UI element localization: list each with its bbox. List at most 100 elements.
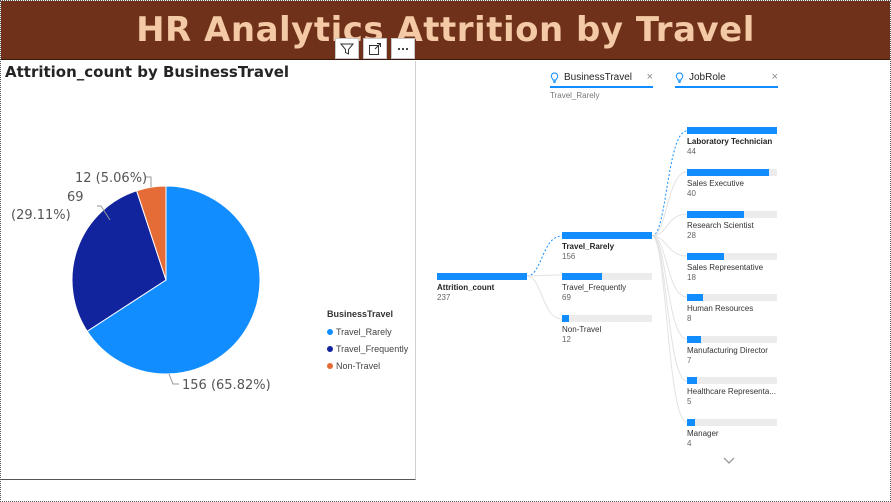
node-bar-track [687, 169, 777, 176]
legend-item-travel-frequently[interactable]: Travel_Frequently [327, 340, 408, 357]
leader-line-non-travel [145, 176, 152, 187]
pie-chart-title: Attrition_count by BusinessTravel [5, 63, 290, 81]
tree-node-non-travel[interactable]: Non-Travel 12 [562, 315, 652, 344]
node-bar-track [687, 294, 777, 301]
connector-sales-exec [651, 171, 688, 237]
node-bar-fill [562, 315, 569, 322]
node-bar-track [687, 419, 777, 426]
node-bar-fill [687, 336, 702, 343]
node-label: Travel_Rarely [562, 242, 615, 251]
legend-marker [327, 328, 333, 335]
tree-node-jobrole[interactable]: Sales Executive 40 [687, 169, 777, 198]
pie-slice-travel-frequently[interactable] [71, 190, 167, 332]
chevron-down-icon[interactable] [722, 456, 736, 465]
node-value: 156 [562, 252, 576, 261]
node-bar-track [687, 127, 777, 134]
node-bar-fill [687, 377, 698, 384]
data-label-non-travel: 12 (5.06%) [75, 171, 147, 186]
node-label: Travel_Frequently [562, 283, 627, 292]
tree-node-jobrole[interactable]: Manufacturing Director 7 [687, 336, 777, 365]
node-label: Sales Executive [687, 179, 744, 188]
legend-item-non-travel[interactable]: Non-Travel [327, 357, 408, 374]
tree-node-travel-frequently[interactable]: Travel_Frequently 69 [562, 273, 652, 302]
more-options-icon [397, 47, 409, 50]
pie-slice-non-travel[interactable] [135, 185, 167, 281]
tree-node-jobrole[interactable]: Sales Representative 18 [687, 253, 777, 282]
legend-item-travel-rarely[interactable]: Travel_Rarely [327, 323, 408, 340]
level-header-jobrole[interactable]: JobRole × [675, 71, 778, 88]
visual-header-toolbar [335, 38, 415, 59]
focus-mode-icon [369, 42, 381, 55]
legend-label: Non-Travel [336, 360, 381, 371]
node-label: Human Resources [687, 304, 754, 313]
level-underline [675, 86, 778, 88]
node-value: 7 [687, 356, 692, 365]
data-label-rarely: 156 (65.82%) [182, 378, 271, 393]
close-icon[interactable]: × [646, 71, 653, 83]
connector-healthcare [651, 235, 688, 382]
tree-node-jobrole[interactable]: Research Scientist 28 [687, 211, 777, 240]
node-value: 28 [687, 231, 696, 240]
close-icon[interactable]: × [771, 71, 778, 83]
node-bar-track [562, 232, 652, 239]
level-underline [550, 86, 653, 88]
leader-line-frequently [97, 205, 111, 221]
node-bar-track [687, 336, 777, 343]
node-bar-fill [437, 273, 527, 280]
level-header-businesstravel[interactable]: BusinessTravel × Travel_Rarely [550, 71, 653, 100]
node-value: 237 [437, 293, 451, 302]
node-bar-fill [687, 211, 745, 218]
legend-label: Travel_Frequently [336, 343, 409, 354]
tree-node-jobrole[interactable]: Laboratory Technician 44 [687, 127, 777, 156]
lightbulb-icon [675, 71, 684, 83]
decomposition-tree-visual[interactable]: BusinessTravel × Travel_Rarely JobRole ×… [417, 61, 890, 501]
node-label: Manufacturing Director [687, 346, 768, 355]
level-name: BusinessTravel [564, 71, 632, 83]
data-label-frequently-value: 69 [67, 190, 84, 205]
node-label: Healthcare Representa... [687, 387, 776, 396]
connector-root-frequently [526, 274, 563, 277]
filter-button[interactable] [335, 38, 359, 59]
level-selected-value: Travel_Rarely [550, 91, 600, 100]
connector-lab-tech [651, 130, 688, 237]
tree-node-jobrole[interactable]: Human Resources 8 [687, 294, 777, 323]
title-banner: HR Analytics Attrition by Travel [1, 1, 890, 60]
node-bar-fill [687, 294, 704, 301]
leader-line-rarely [168, 373, 179, 385]
pie-chart-canvas: 156 (65.82%) 69 (29.11%) 12 (5.06%) [11, 171, 271, 393]
page-title: HR Analytics Attrition by Travel [136, 10, 755, 50]
node-value: 5 [687, 397, 692, 406]
node-value: 4 [687, 439, 692, 448]
node-bar-track [562, 273, 652, 280]
node-bar-track [687, 253, 777, 260]
node-value: 8 [687, 314, 692, 323]
node-label: Manager [687, 429, 719, 438]
focus-mode-button[interactable] [363, 38, 387, 59]
node-bar-track [562, 315, 652, 322]
tree-node-jobrole[interactable]: Healthcare Representa... 5 [687, 377, 777, 406]
tree-node-travel-rarely[interactable]: Travel_Rarely 156 [562, 232, 652, 261]
connector-hr [651, 235, 688, 298]
connector-manager [651, 235, 688, 423]
connector-root-rarely [526, 235, 563, 277]
legend-marker [327, 362, 333, 369]
node-value: 12 [562, 335, 571, 344]
level-name: JobRole [689, 71, 726, 83]
legend-marker [327, 345, 333, 352]
pie-slice-travel-rarely[interactable] [86, 185, 261, 375]
tree-node-jobrole[interactable]: Manager 4 [687, 419, 777, 448]
tree-node-root[interactable]: Attrition_count 237 [437, 273, 527, 302]
tree-connectors [526, 130, 688, 423]
node-bar-track [437, 273, 527, 280]
connector-root-nontravel [526, 275, 563, 320]
more-options-button[interactable] [391, 38, 415, 59]
node-bar-fill [687, 253, 724, 260]
node-label: Laboratory Technician [687, 137, 773, 146]
pie-chart-visual[interactable]: Attrition_count by BusinessTravel 156 (6… [1, 61, 416, 480]
node-bar-fill [562, 232, 652, 239]
node-label: Research Scientist [687, 221, 754, 230]
filter-icon [340, 43, 354, 55]
legend-label: Travel_Rarely [336, 326, 392, 337]
node-label: Attrition_count [437, 283, 495, 292]
node-label: Sales Representative [687, 263, 764, 272]
